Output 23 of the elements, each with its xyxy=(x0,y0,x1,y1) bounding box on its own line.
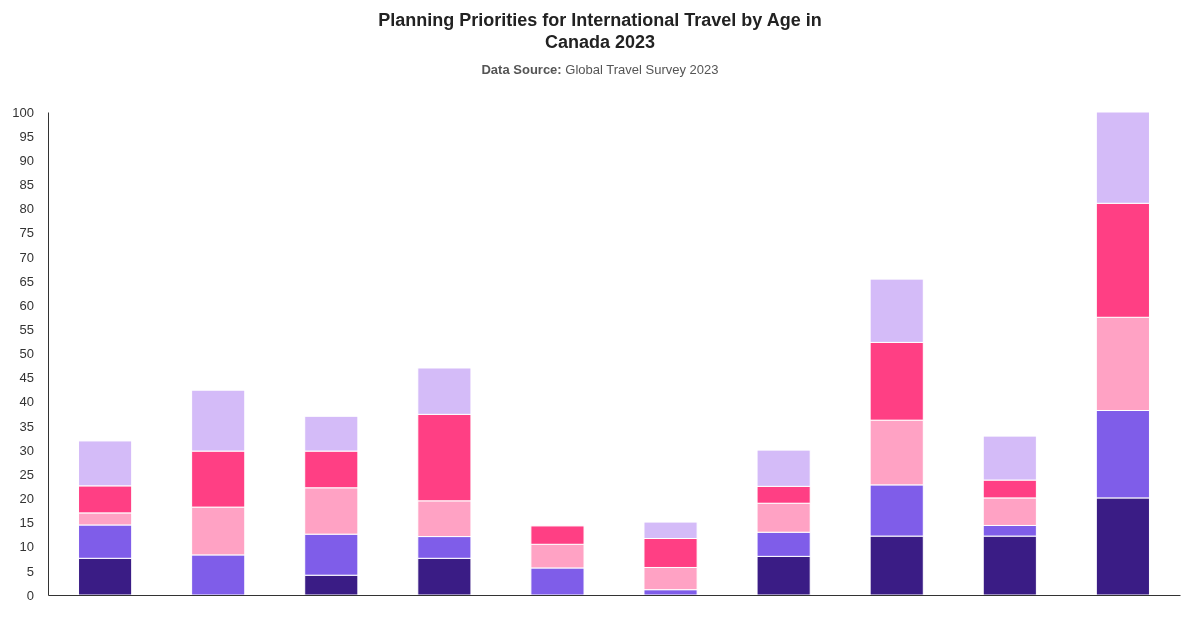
y-tick-label: 55 xyxy=(19,322,34,338)
y-tick-label: 90 xyxy=(19,152,34,168)
y-tick-label: 15 xyxy=(19,515,34,531)
y-tick-label: 25 xyxy=(19,466,34,482)
y-tick-label: 75 xyxy=(19,225,34,241)
y-tick-label: 50 xyxy=(19,346,34,362)
y-tick-label: 35 xyxy=(19,418,34,434)
y-tick-label: 80 xyxy=(19,201,34,217)
y-tick-label: 70 xyxy=(19,249,34,265)
y-tick-label: 40 xyxy=(19,394,34,410)
chart-subtitle: Data Source: Global Travel Survey 2023 xyxy=(481,62,719,77)
y-tick-label: 100 xyxy=(12,104,34,120)
y-tick-label: 20 xyxy=(19,491,34,507)
y-tick-label: 65 xyxy=(19,273,34,289)
y-tick-label: 95 xyxy=(19,128,34,144)
y-tick-label: 30 xyxy=(19,442,34,458)
y-tick-label: 45 xyxy=(19,370,34,386)
chart-title: Planning Priorities for International Travel by Age in Canada 2023 xyxy=(378,10,822,52)
y-tick-label: 10 xyxy=(19,539,34,555)
y-tick-label: 5 xyxy=(26,563,34,579)
y-tick-label: 0 xyxy=(26,587,34,603)
y-tick-label: 85 xyxy=(19,177,34,193)
y-tick-label: 60 xyxy=(19,297,34,313)
